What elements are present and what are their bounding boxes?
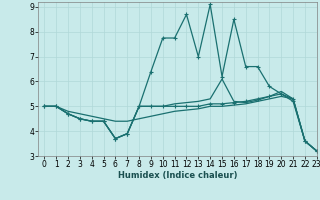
- X-axis label: Humidex (Indice chaleur): Humidex (Indice chaleur): [118, 171, 237, 180]
